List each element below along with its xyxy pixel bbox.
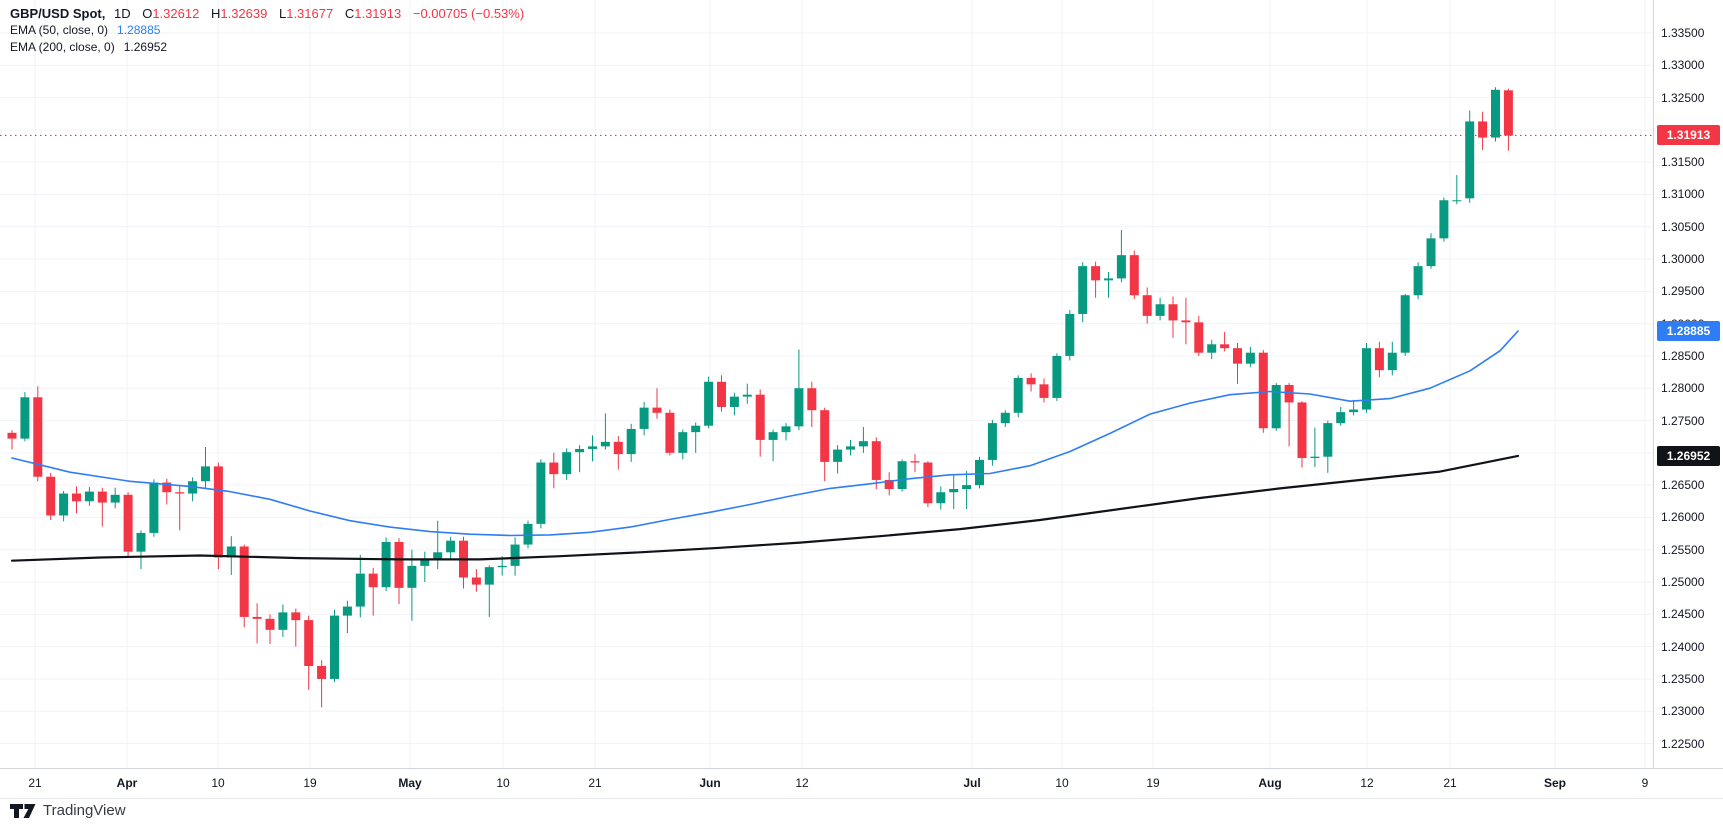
time-tick: Aug (1258, 776, 1282, 790)
high-value: 1.32639 (220, 6, 268, 21)
price-tick: 1.24000 (1661, 639, 1705, 654)
low-key: L (278, 6, 287, 21)
time-tick: 21 (1443, 776, 1457, 790)
grid (0, 0, 1653, 768)
legend-ema50-row[interactable]: EMA (50, close, 0) 1.28885 (10, 22, 524, 39)
price-tick: 1.30500 (1661, 219, 1705, 234)
candlestick-series (7, 87, 1513, 708)
time-tick: Jun (699, 776, 721, 790)
price-tick: 1.32500 (1661, 90, 1705, 105)
footer: TradingView (10, 802, 126, 819)
price-tick: 1.23500 (1661, 671, 1705, 686)
time-tick: 12 (795, 776, 809, 790)
price-tick: 1.33500 (1661, 25, 1705, 40)
ema200-line (10, 454, 1520, 562)
legend-ema200-row[interactable]: EMA (200, close, 0) 1.26952 (10, 39, 524, 56)
last-price-label: 1.31913 (1657, 125, 1720, 146)
ema200-value: 1.26952 (123, 40, 168, 54)
price-tick: 1.23000 (1661, 704, 1705, 719)
time-tick: May (398, 776, 422, 790)
legend: GBP/USD Spot, 1D O1.32612 H1.32639 L1.31… (10, 5, 524, 56)
price-tick: 1.33000 (1661, 58, 1705, 73)
price-tick: 1.26000 (1661, 510, 1705, 525)
time-tick: 10 (1055, 776, 1069, 790)
high-key: H (210, 6, 221, 21)
time-tick: 19 (303, 776, 317, 790)
price-axis[interactable]: 1.335001.330001.325001.320001.315001.310… (1653, 0, 1723, 768)
price-tick: 1.27500 (1661, 413, 1705, 428)
ema50-line (11, 330, 1519, 537)
legend-symbol-row[interactable]: GBP/USD Spot, 1D O1.32612 H1.32639 L1.31… (10, 5, 524, 22)
time-tick: 10 (211, 776, 225, 790)
price-tick: 1.30000 (1661, 252, 1705, 267)
ema50-price-label: 1.28885 (1657, 321, 1720, 342)
price-tick: 1.29500 (1661, 284, 1705, 299)
ema200-label: EMA (200, close, 0) (10, 40, 115, 54)
time-tick: 21 (28, 776, 42, 790)
price-tick: 1.26500 (1661, 478, 1705, 493)
close-key: C (344, 6, 355, 21)
open-value: 1.32612 (152, 6, 200, 21)
price-tick: 1.28500 (1661, 348, 1705, 363)
price-tick: 1.22500 (1661, 736, 1705, 751)
open-key: O (142, 6, 153, 21)
tradingview-logo-text[interactable]: TradingView (43, 802, 126, 819)
price-tick: 1.31000 (1661, 187, 1705, 202)
time-tick: 12 (1360, 776, 1374, 790)
change-value: −0.00705 (−0.53%) (412, 6, 525, 21)
time-tick: Sep (1543, 776, 1567, 790)
ema50-value: 1.28885 (117, 23, 161, 37)
time-tick: Jul (963, 776, 981, 790)
time-tick: Apr (116, 776, 138, 790)
ema200-price-label: 1.26952 (1657, 445, 1720, 466)
price-tick: 1.25500 (1661, 542, 1705, 557)
price-tick: 1.25000 (1661, 575, 1705, 590)
chart-plot-area[interactable]: GBP/USD Spot, 1D O1.32612 H1.32639 L1.31… (0, 0, 1653, 768)
time-tick: 10 (496, 776, 510, 790)
time-tick: 21 (588, 776, 602, 790)
time-tick: 19 (1146, 776, 1160, 790)
time-axis[interactable]: 21 Apr 10 19 May 10 21 Jun 12 Jul 10 19 Aug 12 21 Sep 9 (0, 768, 1723, 799)
price-tick: 1.28000 (1661, 381, 1705, 396)
time-tick: 9 (1641, 776, 1649, 790)
tradingview-logo-icon[interactable] (10, 803, 36, 819)
close-value: 1.31913 (354, 6, 402, 21)
symbol-name[interactable]: GBP/USD Spot, (10, 6, 106, 21)
low-value: 1.31677 (286, 6, 334, 21)
price-tick: 1.31500 (1661, 155, 1705, 170)
ema50-label: EMA (50, close, 0) (10, 23, 109, 37)
price-tick: 1.24500 (1661, 607, 1705, 622)
timeframe-label[interactable]: 1D (113, 6, 131, 21)
price-chart-canvas[interactable] (0, 0, 1653, 768)
